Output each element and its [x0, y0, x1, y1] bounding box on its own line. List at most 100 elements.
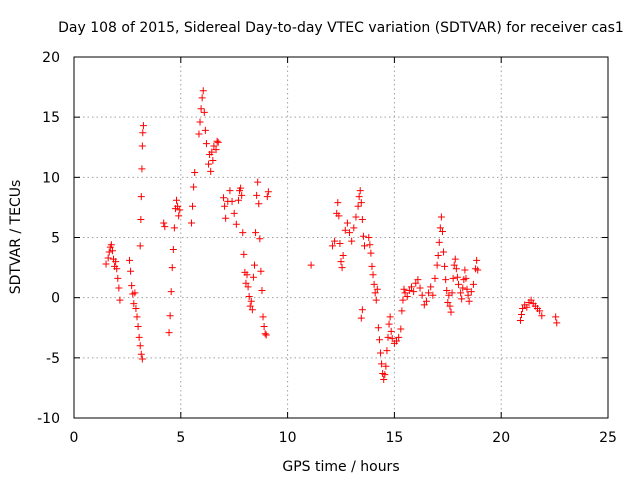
data-point [452, 265, 460, 273]
data-point [115, 284, 123, 292]
data-point [449, 274, 457, 282]
data-point [138, 165, 146, 173]
data-point [384, 333, 392, 341]
data-point [252, 229, 260, 237]
data-point [244, 283, 252, 291]
data-point [213, 137, 221, 145]
data-point [341, 226, 349, 234]
data-point [553, 319, 561, 327]
data-point [255, 200, 263, 208]
data-point [161, 223, 169, 231]
data-point [260, 323, 268, 331]
data-point [451, 255, 459, 263]
data-point [447, 308, 455, 316]
y-tick-label: 20 [42, 50, 60, 66]
data-point [190, 183, 198, 191]
series-arc-1 [102, 241, 124, 304]
data-point [474, 266, 482, 274]
data-point [243, 271, 251, 279]
data-point [337, 258, 345, 266]
data-point [187, 219, 195, 227]
data-point [433, 261, 441, 269]
data-point [205, 160, 213, 168]
data-point [370, 280, 378, 288]
series-arc-6 [220, 178, 272, 339]
data-point [108, 247, 116, 255]
y-tick-label: -5 [46, 351, 60, 367]
data-point [133, 313, 141, 321]
data-point [400, 285, 408, 293]
data-point [465, 297, 473, 305]
data-point [393, 337, 401, 345]
data-point [127, 267, 135, 275]
data-point [189, 202, 197, 210]
data-point [410, 288, 418, 296]
data-point [248, 306, 256, 314]
data-point [138, 142, 146, 150]
chart-title: Day 108 of 2015, Sidereal Day-to-day VTE… [58, 20, 624, 36]
data-point [467, 288, 475, 296]
data-point [427, 283, 435, 291]
data-point [422, 297, 430, 305]
data-point [380, 375, 388, 383]
data-point [160, 219, 168, 227]
data-point [348, 237, 356, 245]
data-point [464, 291, 472, 299]
data-point [253, 191, 261, 199]
data-point [221, 202, 229, 210]
data-point [420, 301, 428, 309]
data-point [250, 261, 258, 269]
data-point [331, 237, 339, 245]
data-point [228, 197, 236, 205]
data-point [461, 266, 469, 274]
data-point [126, 256, 134, 264]
data-point [457, 289, 465, 297]
data-point [264, 188, 272, 196]
data-point [442, 276, 450, 284]
data-point [388, 335, 396, 343]
data-point [202, 140, 210, 148]
data-point [441, 262, 449, 270]
data-point [168, 264, 176, 272]
data-point [517, 311, 525, 319]
y-tick-label: 0 [51, 291, 60, 307]
data-point [261, 330, 269, 338]
data-point [346, 229, 354, 237]
data-point [412, 279, 420, 287]
data-point [381, 371, 389, 379]
series-arc-4 [160, 196, 184, 337]
data-point [354, 202, 362, 210]
data-point [448, 289, 456, 297]
data-point [407, 283, 415, 291]
data-point [369, 271, 377, 279]
data-point [239, 229, 247, 237]
data-point [435, 238, 443, 246]
data-point [358, 215, 366, 223]
data-point [356, 187, 364, 195]
series-arc-3 [136, 122, 147, 250]
data-point [519, 304, 527, 312]
data-point [191, 169, 199, 177]
data-point [240, 250, 248, 258]
data-point [104, 254, 112, 262]
data-point [247, 297, 255, 305]
data-point [429, 291, 437, 299]
data-point [242, 279, 250, 287]
data-point [382, 362, 390, 370]
data-point [138, 355, 146, 363]
data-point [137, 215, 145, 223]
series-arc-5 [187, 87, 222, 227]
data-point [336, 240, 344, 248]
data-point [350, 224, 358, 232]
y-tick-label: 15 [42, 110, 60, 126]
data-point [130, 300, 138, 308]
data-point [128, 282, 136, 290]
data-point [343, 219, 351, 227]
data-point [385, 320, 393, 328]
data-point [131, 289, 139, 297]
data-point [136, 342, 144, 350]
x-tick-label: 15 [385, 430, 403, 446]
data-point [360, 242, 368, 250]
data-point [367, 249, 375, 257]
data-point [338, 264, 346, 272]
